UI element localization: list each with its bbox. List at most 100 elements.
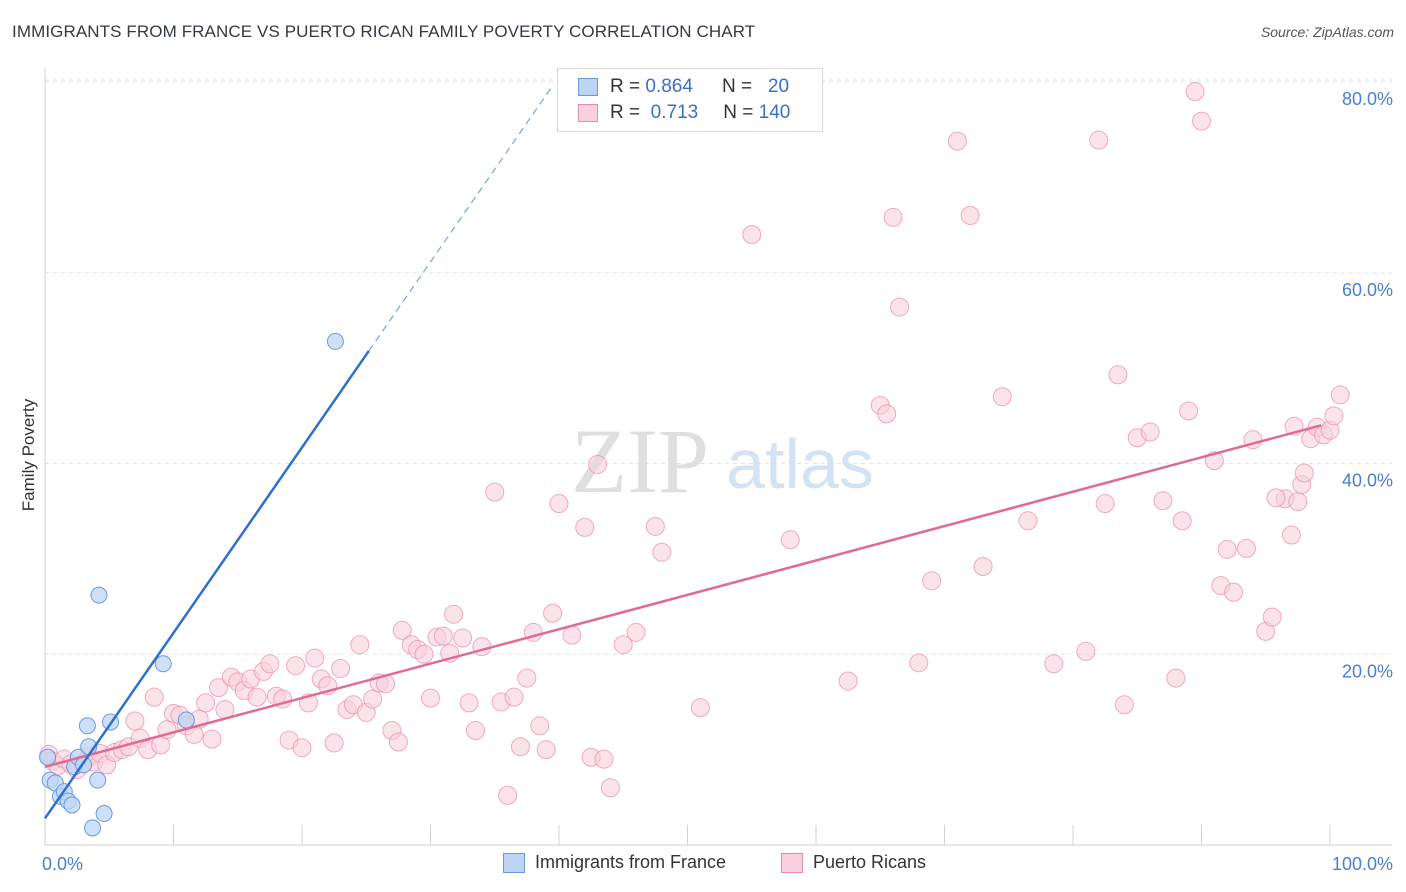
- puerto-ricans-point: [1224, 582, 1244, 602]
- watermark: ZIP atlas: [571, 410, 874, 512]
- france-point: [39, 748, 57, 766]
- puerto-ricans-point: [202, 729, 222, 749]
- puerto-ricans-point: [973, 557, 993, 577]
- puerto-ricans-point: [331, 659, 351, 679]
- legend-swatch-puerto-ricans: [578, 104, 598, 122]
- puerto-ricans-point: [1018, 511, 1038, 531]
- n-label: N =: [721, 76, 753, 97]
- france-point: [177, 711, 195, 729]
- puerto-ricans-point: [588, 454, 608, 474]
- puerto-ricans-point: [1192, 111, 1211, 131]
- puerto-ricans-point: [472, 637, 492, 657]
- n-value: 140: [758, 102, 791, 123]
- puerto-ricans-point: [498, 785, 518, 805]
- puerto-ricans-point: [208, 678, 228, 698]
- axes: [44, 68, 1392, 846]
- puerto-ricans-point: [363, 689, 383, 709]
- puerto-ricans-point: [517, 668, 537, 688]
- legend-label: Immigrants from France: [535, 852, 727, 872]
- puerto-ricans-point: [444, 604, 464, 624]
- puerto-ricans-point: [196, 693, 216, 713]
- puerto-ricans-point: [388, 732, 408, 752]
- y-tick-label: 20.0%: [1342, 661, 1393, 681]
- france-point: [89, 771, 107, 789]
- puerto-ricans-point: [1153, 491, 1173, 511]
- puerto-ricans-point: [144, 687, 164, 707]
- puerto-ricans-point: [742, 225, 762, 245]
- puerto-ricans-point: [433, 626, 453, 646]
- puerto-ricans-point: [613, 635, 633, 655]
- puerto-ricans-point: [922, 571, 942, 591]
- puerto-ricans-point: [1172, 511, 1192, 531]
- puerto-ricans-point: [1288, 492, 1308, 512]
- puerto-ricans-point: [1185, 82, 1205, 102]
- puerto-ricans-point: [877, 404, 897, 424]
- puerto-ricans-point: [838, 671, 858, 691]
- puerto-ricans-point: [543, 603, 563, 623]
- france-point: [154, 655, 172, 673]
- puerto-ricans-point: [890, 297, 910, 317]
- puerto-ricans-point: [1114, 695, 1134, 715]
- r-label: R =: [610, 76, 641, 97]
- y-tick-label: 60.0%: [1342, 280, 1393, 300]
- stats-legend: R = 0.864 N = 20 R = 0.713 N = 140: [557, 68, 823, 132]
- puerto-ricans-point: [594, 749, 614, 769]
- puerto-ricans-point: [1095, 494, 1115, 514]
- puerto-ricans-point: [1330, 385, 1350, 405]
- puerto-ricans-point: [909, 653, 929, 673]
- puerto-ricans-point: [1266, 488, 1286, 508]
- puerto-ricans-points: [39, 82, 1350, 805]
- legend-swatch: [503, 852, 525, 873]
- r-value: 0.864: [645, 76, 693, 97]
- legend-item-france[interactable]: Immigrants from France: [503, 852, 726, 873]
- puerto-ricans-point: [414, 644, 434, 664]
- legend-item-puerto-ricans[interactable]: Puerto Ricans: [781, 852, 926, 873]
- stats-row-france: R = 0.864 N = 20: [578, 75, 789, 99]
- puerto-ricans-point: [1324, 406, 1344, 426]
- puerto-ricans-point: [1281, 525, 1301, 545]
- stats-row-puerto-ricans: R = 0.713 N = 140: [578, 101, 790, 125]
- y-tick-label: 80.0%: [1342, 89, 1393, 109]
- puerto-ricans-point: [324, 733, 344, 753]
- puerto-ricans-point: [292, 738, 312, 758]
- tick-labels: 20.0% 40.0% 60.0% 80.0% 0.0% 100.0%: [42, 89, 1393, 874]
- puerto-ricans-point: [1089, 130, 1109, 150]
- grid-lines: [45, 79, 1392, 655]
- puerto-ricans-point: [992, 387, 1012, 407]
- france-trend-extension: [368, 85, 554, 352]
- puerto-ricans-point: [549, 494, 569, 514]
- puerto-ricans-point: [947, 131, 967, 151]
- puerto-ricans-point: [780, 530, 800, 550]
- y-axis-label: Family Poverty: [19, 398, 38, 511]
- puerto-ricans-point: [1044, 654, 1064, 674]
- france-point: [95, 805, 113, 823]
- puerto-ricans-point: [600, 778, 620, 798]
- puerto-ricans-point: [504, 687, 524, 707]
- puerto-ricans-point: [392, 620, 412, 640]
- france-point: [78, 717, 96, 735]
- puerto-ricans-point: [125, 711, 145, 731]
- legend-swatch-france: [578, 78, 598, 96]
- trend-lines: [43, 85, 1322, 820]
- france-point: [90, 586, 108, 604]
- puerto-ricans-point: [305, 648, 325, 668]
- puerto-ricans-point: [530, 716, 550, 736]
- legend-swatch: [781, 852, 803, 873]
- r-value: 0.713: [650, 102, 699, 123]
- puerto-ricans-point: [1262, 607, 1282, 627]
- n-label: N =: [723, 102, 754, 123]
- puerto-ricans-point: [883, 207, 903, 227]
- puerto-ricans-point: [459, 693, 479, 713]
- france-point: [84, 819, 102, 837]
- series-legend: Immigrants from France Puerto Ricans: [0, 852, 1406, 876]
- puerto-ricans-point: [1166, 668, 1186, 688]
- france-point: [63, 796, 81, 814]
- puerto-ricans-point: [1076, 641, 1096, 661]
- france-point: [326, 332, 344, 350]
- puerto-ricans-point: [1108, 365, 1128, 385]
- puerto-ricans-point: [960, 206, 980, 226]
- puerto-ricans-point: [350, 635, 370, 655]
- puerto-ricans-trend-line: [44, 424, 1322, 768]
- puerto-ricans-point: [260, 654, 280, 674]
